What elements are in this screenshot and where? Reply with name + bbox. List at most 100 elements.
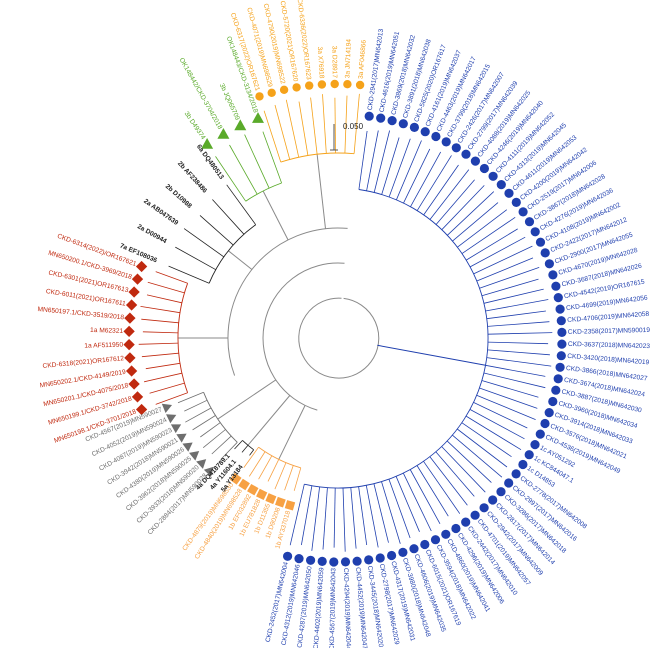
genotype-2-6-7-black-stem	[228, 250, 253, 270]
backbone-arc-mid	[262, 262, 345, 411]
genotype-1c-blue-tip-marker	[496, 487, 506, 497]
genotype-1c-blue-tip-marker	[524, 450, 534, 460]
tip-branch	[447, 191, 495, 236]
genotype-3a-orange-stem	[316, 154, 326, 229]
genotype-1c-blue-tip-marker	[387, 116, 397, 126]
genotype-1c-blue-tip-marker	[511, 197, 521, 207]
scale-bar-label: 0.050	[343, 122, 364, 131]
genotype-1c-blue-tip-marker	[504, 478, 514, 488]
genotype-grey-tip-marker	[203, 466, 214, 477]
genotype-1b-light-orange-tip-marker	[284, 500, 296, 511]
tip-branch	[358, 130, 368, 190]
tip-branch	[476, 394, 536, 420]
genotype-1a-red-clade-arc	[177, 283, 189, 393]
tip-branch	[353, 93, 360, 154]
tip-branch	[423, 164, 459, 216]
genotype-3a-orange-tip-marker	[305, 81, 314, 90]
tip-branch	[487, 349, 550, 356]
tip-label: 1a M62321	[90, 327, 124, 335]
tip-branch	[202, 429, 226, 449]
tip-branch	[248, 451, 266, 477]
tip-branch	[142, 331, 179, 334]
genotype-5-4-black-clade-arc	[242, 440, 254, 451]
tip-branch	[429, 169, 470, 220]
tip-branch	[469, 409, 525, 440]
genotype-3a-orange-tip-marker	[292, 83, 301, 92]
tip-branch	[465, 228, 518, 261]
genotype-3a-orange-clade-arc	[280, 152, 355, 163]
tip-branch	[212, 199, 245, 235]
tip-branch	[350, 487, 357, 549]
tip-branch	[402, 472, 432, 532]
tip-branch	[461, 216, 516, 254]
tip-branch	[365, 485, 379, 548]
genotype-3a-orange-tip-marker	[279, 85, 289, 95]
tip-branch	[423, 461, 461, 514]
tip-branch	[200, 422, 221, 438]
tip-branch	[293, 467, 302, 491]
genotype-1a-red-tip-marker	[123, 325, 135, 338]
tip-branch	[192, 415, 216, 431]
genotype-1c-blue-tip-marker	[364, 555, 374, 565]
genotype-1c-blue-tip-marker	[553, 374, 563, 384]
tip-branch	[416, 465, 449, 517]
genotype-grey-tip-marker	[161, 403, 173, 414]
genotype-1a-red-tip-marker	[124, 352, 136, 364]
genotype-grey-tip-marker	[166, 414, 177, 424]
tip-branch	[410, 151, 442, 207]
genotype-1c-blue-tip-marker	[420, 539, 430, 550]
genotype-1c-blue-stem	[377, 344, 486, 366]
genotype-3b-green-stem	[262, 190, 289, 241]
tip-label: CKD-4567(2019)MN642043	[329, 568, 338, 648]
genotype-1c-blue-tip-marker	[461, 149, 471, 159]
tip-branch	[485, 364, 546, 377]
genotype-1c-blue-tip-marker	[364, 111, 374, 121]
genotype-1c-blue-tip-marker	[398, 119, 408, 129]
tip-branch	[435, 451, 475, 497]
tip-branch	[487, 332, 553, 335]
tip-branch	[243, 446, 259, 468]
genotype-1c-blue-tip-marker	[283, 551, 293, 561]
genotype-1c-blue-tip-marker	[420, 127, 430, 137]
genotype-1c-blue-tip-marker	[306, 555, 316, 565]
tip-branch	[138, 342, 179, 345]
tip-label: CKD-6318(2021)OR167612	[42, 355, 124, 370]
genotype-1a-red-tip-marker	[128, 286, 140, 298]
tip-branch	[388, 138, 411, 198]
genotype-1b-light-orange-tip-marker	[229, 472, 242, 485]
tip-branch	[469, 236, 526, 268]
backbone-arc-inner	[298, 297, 380, 379]
genotype-grey-tip-marker	[176, 433, 187, 443]
genotype-1c-blue-tip-marker	[557, 339, 567, 349]
genotype-1c-blue-tip-marker	[555, 304, 565, 314]
tip-branch	[358, 486, 368, 546]
tip-branch	[396, 140, 422, 200]
genotype-1c-blue-tip-marker	[540, 248, 550, 258]
tip-branch	[149, 382, 185, 394]
tip-branch	[234, 440, 243, 450]
genotype-1c-blue-tip-marker	[551, 281, 561, 291]
tip-branch	[476, 257, 534, 282]
genotype-2-6-7-black-clade-arc	[208, 224, 256, 284]
tip-branch	[342, 487, 346, 552]
tip-branch	[483, 372, 546, 389]
scale-bar: 0.050	[330, 122, 364, 151]
tip-branch	[322, 94, 327, 154]
genotype-1c-blue-tip-marker	[461, 517, 471, 527]
genotype-1c-blue-tip-marker	[530, 227, 540, 237]
tip-branch	[322, 487, 328, 550]
tip-branch	[452, 202, 499, 242]
genotype-grey-tip-marker	[182, 442, 193, 452]
genotype-1a-red-tip-marker	[131, 273, 144, 285]
backbone-arc-outer	[227, 227, 348, 376]
genotype-1c-blue-tip-marker	[540, 418, 550, 429]
tip-branch	[177, 391, 204, 404]
genotype-1b-light-orange-tip-marker	[238, 478, 250, 491]
tip-label: 3a D28917	[330, 46, 337, 79]
genotype-3a-orange-tip-marker	[343, 80, 352, 89]
tip-branch	[373, 483, 389, 543]
tip-branch	[267, 459, 280, 482]
tip-branch	[344, 95, 348, 154]
tip-branch	[289, 484, 305, 546]
tip-branch	[184, 399, 208, 412]
